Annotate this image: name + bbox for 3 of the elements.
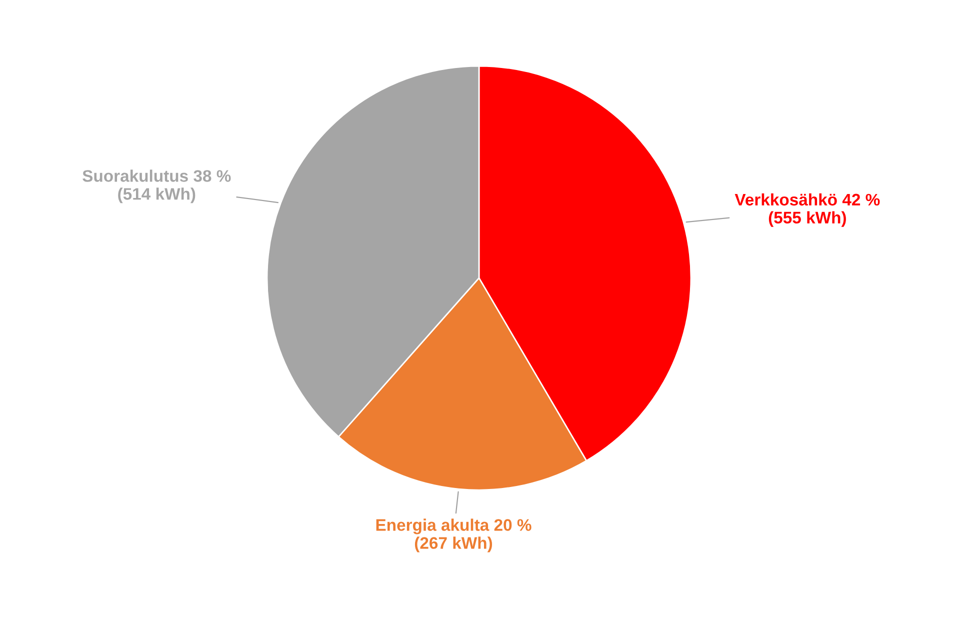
slice-label: Verkkosähkö 42 % (555 kWh) [734, 193, 880, 227]
slice-label: Energia akulta 20 % (267 kWh) [376, 518, 532, 552]
slice-label: Suorakulutus 38 % (514 kWh) [82, 170, 231, 204]
